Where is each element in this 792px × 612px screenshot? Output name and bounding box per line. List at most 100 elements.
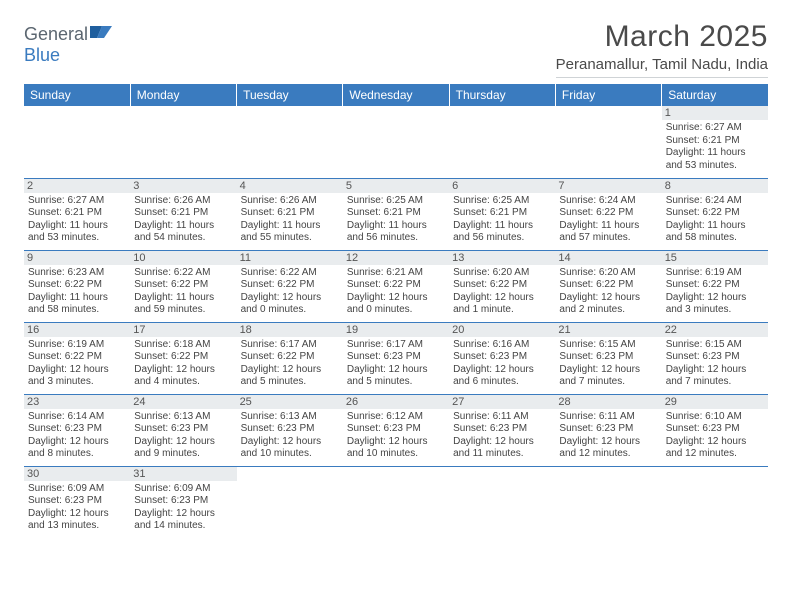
daylight-text: Daylight: 11 hours and 54 minutes. [134, 220, 232, 245]
sunrise-text: Sunrise: 6:19 AM [28, 339, 126, 352]
calendar-cell [449, 106, 555, 178]
sunset-text: Sunset: 6:22 PM [666, 279, 764, 292]
daylight-text: Daylight: 11 hours and 56 minutes. [347, 220, 445, 245]
sunset-text: Sunset: 6:22 PM [134, 351, 232, 364]
calendar-week: 2Sunrise: 6:27 AMSunset: 6:21 PMDaylight… [24, 178, 768, 250]
day-number: 22 [662, 323, 768, 337]
daylight-text: Daylight: 12 hours and 14 minutes. [134, 508, 232, 533]
sunrise-text: Sunrise: 6:11 AM [559, 411, 657, 424]
brand-name-a: General [24, 24, 88, 44]
sunrise-text: Sunrise: 6:17 AM [347, 339, 445, 352]
day-details: Sunrise: 6:26 AMSunset: 6:21 PMDaylight:… [241, 195, 339, 245]
sunset-text: Sunset: 6:21 PM [666, 135, 764, 148]
day-details: Sunrise: 6:09 AMSunset: 6:23 PMDaylight:… [134, 483, 232, 533]
day-number: 19 [343, 323, 449, 337]
calendar-week: 1Sunrise: 6:27 AMSunset: 6:21 PMDaylight… [24, 106, 768, 178]
weekday-header: Thursday [449, 84, 555, 106]
sunset-text: Sunset: 6:23 PM [347, 423, 445, 436]
sunrise-text: Sunrise: 6:14 AM [28, 411, 126, 424]
daylight-text: Daylight: 12 hours and 1 minute. [453, 292, 551, 317]
sunrise-text: Sunrise: 6:19 AM [666, 267, 764, 280]
sunrise-text: Sunrise: 6:09 AM [134, 483, 232, 496]
calendar-week: 30 Sunrise: 6:09 AMSunset: 6:23 PMDayligh… [24, 466, 768, 538]
daylight-text: Daylight: 12 hours and 5 minutes. [347, 364, 445, 389]
calendar-cell: 30Sunrise: 6:09 AMSunset: 6:23 PMDayligh… [24, 466, 130, 538]
day-number: 15 [662, 251, 768, 265]
sunrise-text: Sunrise: 6:24 AM [559, 195, 657, 208]
day-number: 10 [130, 251, 236, 265]
day-number: 14 [555, 251, 661, 265]
daylight-text: Daylight: 12 hours and 3 minutes. [28, 364, 126, 389]
day-details: Sunrise: 6:21 AMSunset: 6:22 PMDaylight:… [347, 267, 445, 317]
day-number: 18 [237, 323, 343, 337]
day-details: Sunrise: 6:11 AMSunset: 6:23 PMDaylight:… [453, 411, 551, 461]
calendar-cell: 22 Sunrise: 6:15 AMSunset: 6:23 PMDayligh… [662, 322, 768, 394]
sunset-text: Sunset: 6:21 PM [134, 207, 232, 220]
weekday-header: Tuesday [237, 84, 343, 106]
sunrise-text: Sunrise: 6:25 AM [347, 195, 445, 208]
sunrise-text: Sunrise: 6:20 AM [453, 267, 551, 280]
day-number: 21 [555, 323, 661, 337]
calendar-cell: 28Sunrise: 6:11 AMSunset: 6:23 PMDayligh… [555, 394, 661, 466]
daylight-text: Daylight: 12 hours and 0 minutes. [241, 292, 339, 317]
day-number: 29 [662, 395, 768, 409]
calendar-cell [343, 466, 449, 538]
weekday-header: Wednesday [343, 84, 449, 106]
day-number: 30 [24, 467, 130, 481]
calendar-cell [237, 466, 343, 538]
day-number: 20 [449, 323, 555, 337]
calendar-cell: 3Sunrise: 6:26 AMSunset: 6:21 PMDaylight… [130, 178, 236, 250]
day-number: 11 [237, 251, 343, 265]
sunrise-text: Sunrise: 6:27 AM [666, 122, 764, 135]
sunrise-text: Sunrise: 6:22 AM [241, 267, 339, 280]
title-block: March 2025 Peranamallur, Tamil Nadu, Ind… [556, 20, 768, 78]
calendar-cell: 24Sunrise: 6:13 AMSunset: 6:23 PMDayligh… [130, 394, 236, 466]
sunrise-text: Sunrise: 6:18 AM [134, 339, 232, 352]
daylight-text: Daylight: 12 hours and 5 minutes. [241, 364, 339, 389]
sunset-text: Sunset: 6:23 PM [134, 495, 232, 508]
day-details: Sunrise: 6:10 AMSunset: 6:23 PMDaylight:… [666, 411, 764, 461]
sunset-text: Sunset: 6:22 PM [241, 351, 339, 364]
day-details: Sunrise: 6:26 AMSunset: 6:21 PMDaylight:… [134, 195, 232, 245]
calendar-cell [343, 106, 449, 178]
day-number: 24 [130, 395, 236, 409]
calendar-cell: 6Sunrise: 6:25 AMSunset: 6:21 PMDaylight… [449, 178, 555, 250]
day-number: 4 [237, 179, 343, 193]
calendar-week: 9Sunrise: 6:23 AMSunset: 6:22 PMDaylight… [24, 250, 768, 322]
daylight-text: Daylight: 11 hours and 55 minutes. [241, 220, 339, 245]
sunrise-text: Sunrise: 6:11 AM [453, 411, 551, 424]
calendar-cell: 10Sunrise: 6:22 AMSunset: 6:22 PMDayligh… [130, 250, 236, 322]
daylight-text: Daylight: 11 hours and 58 minutes. [28, 292, 126, 317]
sunrise-text: Sunrise: 6:23 AM [28, 267, 126, 280]
sunrise-text: Sunrise: 6:12 AM [347, 411, 445, 424]
sunset-text: Sunset: 6:23 PM [241, 423, 339, 436]
calendar-cell: 5Sunrise: 6:25 AMSunset: 6:21 PMDaylight… [343, 178, 449, 250]
weekday-header: Friday [555, 84, 661, 106]
day-details: Sunrise: 6:24 AMSunset: 6:22 PMDaylight:… [666, 195, 764, 245]
calendar-cell: 17Sunrise: 6:18 AMSunset: 6:22 PMDayligh… [130, 322, 236, 394]
sunrise-text: Sunrise: 6:20 AM [559, 267, 657, 280]
day-details: Sunrise: 6:18 AMSunset: 6:22 PMDaylight:… [134, 339, 232, 389]
daylight-text: Daylight: 12 hours and 11 minutes. [453, 436, 551, 461]
calendar-cell: 13Sunrise: 6:20 AMSunset: 6:22 PMDayligh… [449, 250, 555, 322]
calendar-week: 16Sunrise: 6:19 AMSunset: 6:22 PMDayligh… [24, 322, 768, 394]
weekday-header: Saturday [662, 84, 768, 106]
flag-icon [90, 24, 112, 45]
daylight-text: Daylight: 12 hours and 0 minutes. [347, 292, 445, 317]
brand-name: GeneralBlue [24, 24, 112, 66]
day-details: Sunrise: 6:16 AMSunset: 6:23 PMDaylight:… [453, 339, 551, 389]
day-details: Sunrise: 6:27 AMSunset: 6:21 PMDaylight:… [666, 122, 764, 172]
day-details: Sunrise: 6:11 AMSunset: 6:23 PMDaylight:… [559, 411, 657, 461]
day-details: Sunrise: 6:25 AMSunset: 6:21 PMDaylight:… [347, 195, 445, 245]
sunset-text: Sunset: 6:21 PM [347, 207, 445, 220]
daylight-text: Daylight: 12 hours and 7 minutes. [559, 364, 657, 389]
location: Peranamallur, Tamil Nadu, India [556, 56, 768, 78]
day-details: Sunrise: 6:15 AMSunset: 6:23 PMDaylight:… [666, 339, 764, 389]
calendar-cell: 21Sunrise: 6:15 AMSunset: 6:23 PMDayligh… [555, 322, 661, 394]
day-details: Sunrise: 6:19 AMSunset: 6:22 PMDaylight:… [666, 267, 764, 317]
day-number: 31 [130, 467, 236, 481]
calendar-cell: 15 Sunrise: 6:19 AMSunset: 6:22 PMDayligh… [662, 250, 768, 322]
day-number: 8 [662, 179, 768, 193]
calendar-cell [130, 106, 236, 178]
sunrise-text: Sunrise: 6:15 AM [666, 339, 764, 352]
